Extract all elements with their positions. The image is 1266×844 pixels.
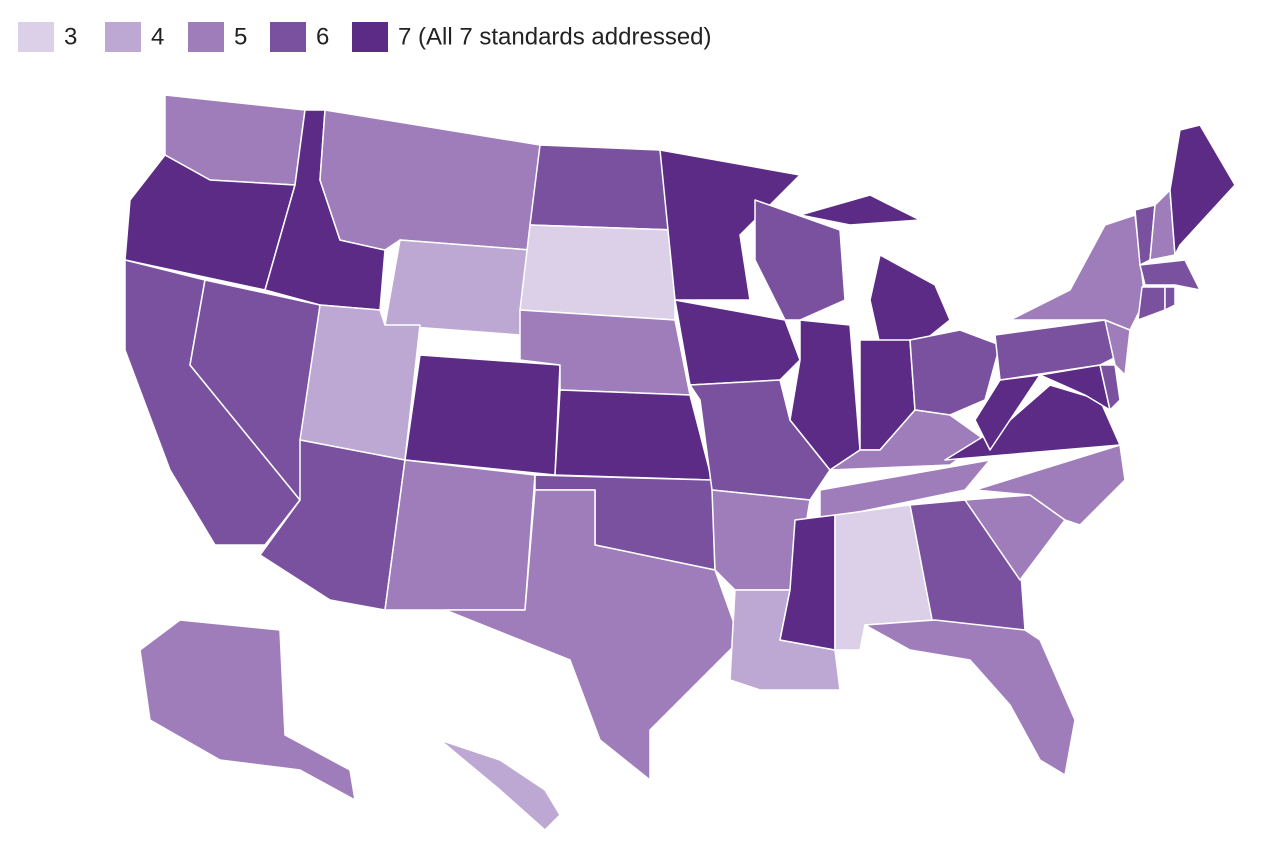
state (444, 489, 741, 781)
legend: 3 4 5 6 7 (All 7 standards addressed) (18, 22, 712, 52)
state (519, 224, 676, 321)
state (909, 499, 1026, 636)
legend-label: 3 (64, 23, 77, 50)
state (139, 619, 356, 801)
state (864, 619, 1076, 776)
state (319, 109, 541, 251)
legend-label: 6 (316, 23, 329, 50)
legend-label: 5 (234, 23, 247, 50)
state (404, 354, 561, 476)
legend-swatch (270, 22, 306, 52)
state (384, 239, 531, 336)
legend-swatch (105, 22, 141, 52)
state (554, 389, 713, 481)
state (674, 299, 801, 386)
state (689, 379, 831, 501)
state (439, 739, 561, 831)
state (994, 319, 1121, 381)
legend-swatch (18, 22, 54, 52)
legend-swatch (352, 22, 388, 52)
state (974, 374, 1041, 451)
state (1137, 286, 1166, 321)
state (779, 514, 836, 651)
state (384, 459, 536, 611)
state (1099, 364, 1121, 411)
state (1009, 214, 1146, 331)
state (1164, 286, 1176, 311)
state (869, 254, 951, 346)
state (659, 149, 801, 301)
legend-label: 4 (151, 23, 164, 50)
state (1139, 259, 1201, 291)
states (124, 94, 1236, 831)
state (799, 194, 921, 226)
state (829, 409, 986, 471)
state (299, 304, 421, 461)
legend-label: 7 (All 7 standards addressed) (398, 23, 712, 50)
state (1169, 124, 1236, 256)
state (529, 144, 676, 231)
state (819, 459, 991, 521)
legend-swatch (188, 22, 224, 52)
